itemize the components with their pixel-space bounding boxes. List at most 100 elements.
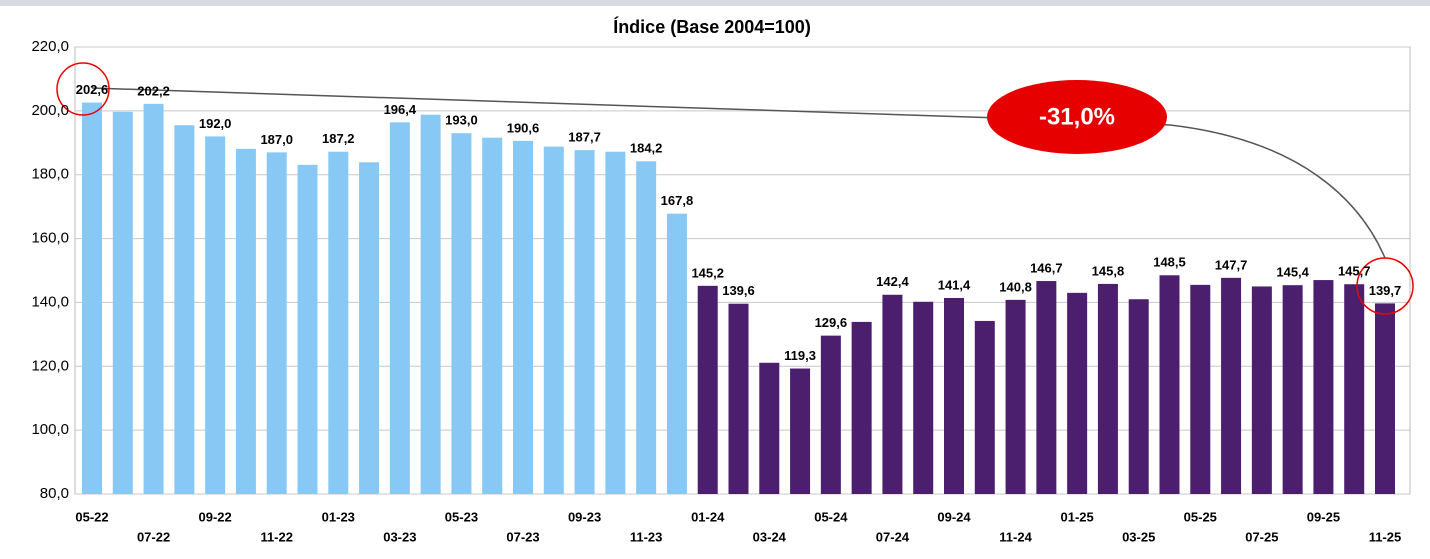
bar <box>1344 284 1365 494</box>
bar <box>605 151 626 494</box>
x-tick-label: 11-24 <box>999 529 1032 544</box>
bar <box>1128 299 1149 494</box>
bar <box>420 114 441 494</box>
x-tick-label: 07-25 <box>1245 529 1278 544</box>
y-tick-label: 100,0 <box>31 421 69 438</box>
bar <box>882 294 903 494</box>
bar <box>543 146 564 495</box>
x-tick-label: 09-23 <box>568 509 601 524</box>
value-label: 129,6 <box>815 315 848 330</box>
value-label: 140,8 <box>999 279 1032 294</box>
value-label: 196,4 <box>384 102 417 117</box>
y-tick-label: 180,0 <box>31 166 69 183</box>
bar <box>790 368 811 494</box>
bar <box>1097 283 1118 494</box>
bar <box>944 297 964 494</box>
connector <box>91 87 1386 259</box>
y-tick-label: 200,0 <box>31 102 69 119</box>
x-tick-label: 07-22 <box>137 529 170 544</box>
bar <box>112 111 133 494</box>
bar <box>1221 277 1242 494</box>
x-tick-label: 11-22 <box>260 529 293 544</box>
bar <box>851 321 872 494</box>
bar <box>636 161 657 494</box>
bar <box>1375 303 1395 494</box>
x-tick-label: 11-25 <box>1369 529 1402 544</box>
highlight-circle <box>56 62 110 116</box>
chart-title: Índice (Base 2004=100) <box>613 16 811 37</box>
value-label: 145,4 <box>1276 265 1309 280</box>
value-label: 139,6 <box>722 283 755 298</box>
value-label: 193,0 <box>445 113 478 128</box>
x-tick-label: 05-25 <box>1184 509 1217 524</box>
y-tick-label: 80,0 <box>40 485 69 502</box>
bar <box>1005 299 1026 494</box>
x-tick-label: 05-24 <box>814 509 848 524</box>
value-label: 187,2 <box>322 131 355 146</box>
value-label: 142,4 <box>876 274 909 289</box>
bar <box>1159 275 1180 494</box>
value-label: 202,2 <box>137 83 170 98</box>
value-label: 119,3 <box>784 348 816 363</box>
bar <box>266 152 287 494</box>
bar <box>1036 281 1057 494</box>
y-tick-label: 220,0 <box>31 38 69 55</box>
bar <box>451 133 472 494</box>
bar <box>1067 292 1088 494</box>
y-tick-label: 120,0 <box>31 357 69 374</box>
x-tick-label: 09-24 <box>937 509 971 524</box>
bar <box>205 136 226 494</box>
x-tick-label: 07-24 <box>876 529 910 544</box>
bar <box>1313 280 1334 494</box>
bar <box>359 162 380 494</box>
bar <box>143 103 164 494</box>
x-tick-label: 01-23 <box>322 509 355 524</box>
callout <box>987 80 1167 154</box>
value-label: 145,2 <box>691 265 724 280</box>
x-tick-label: 09-25 <box>1307 509 1340 524</box>
x-tick-label: 01-24 <box>691 509 725 524</box>
value-label: 145,7 <box>1338 264 1371 279</box>
bar <box>974 320 995 494</box>
x-tick-label: 03-23 <box>383 529 416 544</box>
bar <box>759 362 780 494</box>
bar <box>820 335 841 494</box>
value-label: 187,0 <box>260 132 293 147</box>
value-label: 148,5 <box>1153 255 1186 270</box>
value-label: 141,4 <box>938 277 971 292</box>
bar <box>697 285 718 494</box>
bar <box>482 137 503 495</box>
bar <box>389 122 410 494</box>
y-tick-label: 160,0 <box>31 230 69 247</box>
value-label: 146,7 <box>1030 260 1063 275</box>
value-label: 145,8 <box>1092 263 1125 278</box>
value-label: 190,6 <box>507 120 540 135</box>
value-label: 202,6 <box>76 82 109 97</box>
bar <box>297 164 318 495</box>
bar <box>235 148 256 494</box>
annotation: -31,0% <box>1039 103 1115 130</box>
bar <box>513 140 533 494</box>
x-tick-label: 05-22 <box>75 509 108 524</box>
x-tick-label: 05-23 <box>445 509 478 524</box>
bar <box>1251 286 1272 494</box>
x-tick-label: 01-25 <box>1061 509 1094 524</box>
bar <box>82 102 102 494</box>
bar <box>666 213 687 494</box>
x-tick-label: 11-23 <box>630 529 663 544</box>
bar <box>574 150 595 495</box>
x-tick-label: 09-22 <box>199 509 232 524</box>
x-tick-label: 03-24 <box>753 529 787 544</box>
value-label: 147,7 <box>1215 257 1248 272</box>
top-strip <box>0 0 1430 6</box>
x-tick-label: 03-25 <box>1122 529 1155 544</box>
x-tick-label: 07-23 <box>506 529 539 544</box>
y-tick-label: 140,0 <box>31 293 69 310</box>
value-label: 192,0 <box>199 116 232 131</box>
bar <box>1190 284 1211 494</box>
value-label: 184,2 <box>630 141 663 156</box>
value-label: 139,7 <box>1369 283 1402 298</box>
bar <box>913 301 934 494</box>
value-label: 167,8 <box>661 193 694 208</box>
